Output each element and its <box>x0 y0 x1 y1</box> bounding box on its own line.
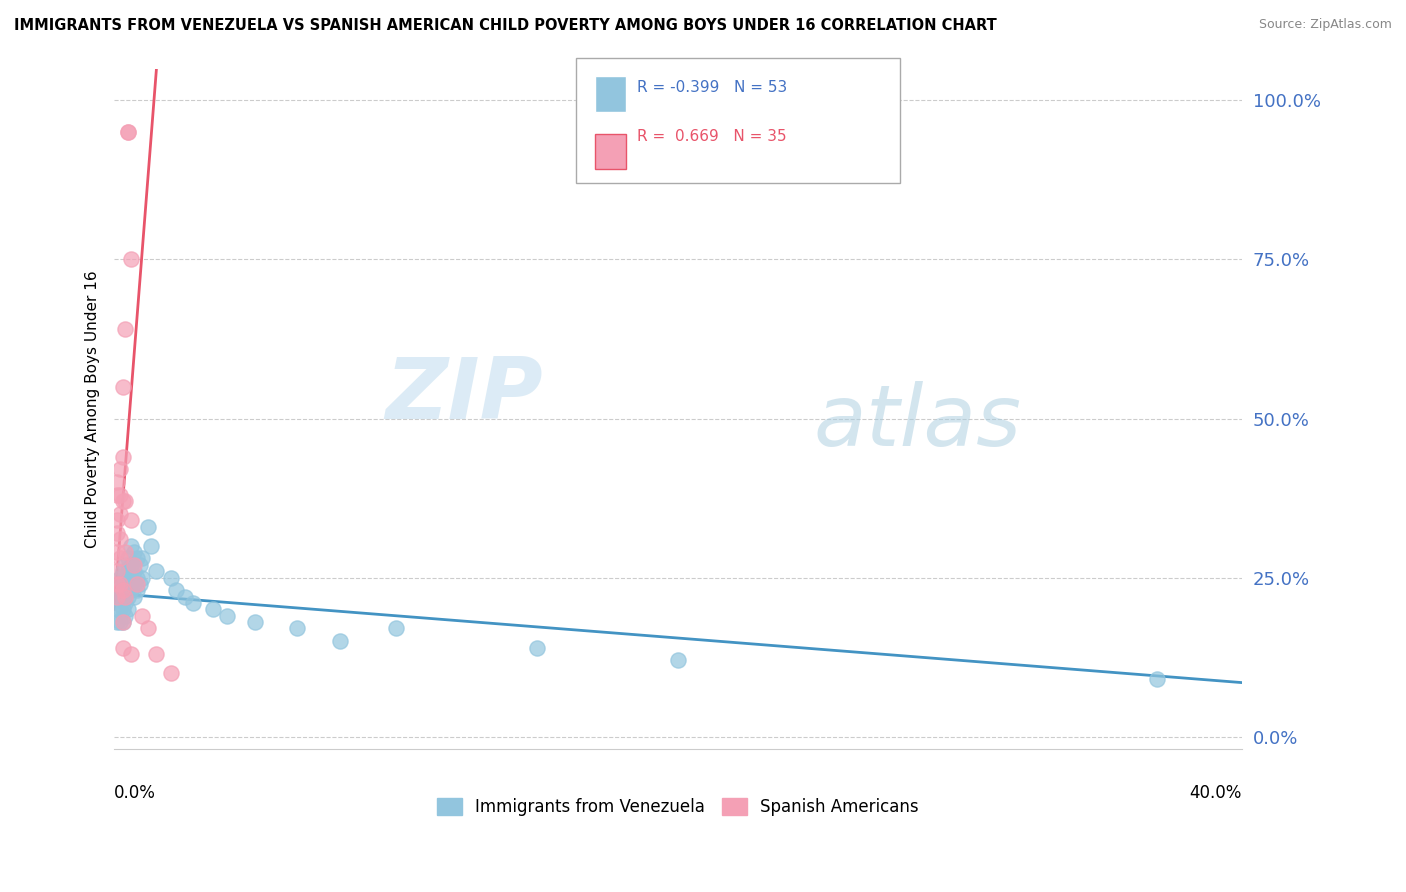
Y-axis label: Child Poverty Among Boys Under 16: Child Poverty Among Boys Under 16 <box>86 270 100 548</box>
Point <box>105 545 128 559</box>
Point <box>287 622 309 636</box>
Point <box>120 558 142 572</box>
Point <box>125 551 148 566</box>
Point <box>117 125 139 139</box>
Point <box>181 596 204 610</box>
Legend: Immigrants from Venezuela, Spanish Americans: Immigrants from Venezuela, Spanish Ameri… <box>430 791 925 822</box>
Point <box>114 596 136 610</box>
Point <box>114 545 136 559</box>
Point <box>136 519 159 533</box>
Point <box>105 590 128 604</box>
Point <box>111 583 134 598</box>
Point <box>111 602 134 616</box>
Point <box>128 558 150 572</box>
Point <box>105 475 128 490</box>
Point <box>385 622 408 636</box>
Point <box>122 577 145 591</box>
Point <box>117 590 139 604</box>
Point <box>105 615 128 629</box>
Point <box>105 590 128 604</box>
Point <box>159 571 181 585</box>
Point <box>120 252 142 267</box>
Point <box>131 551 153 566</box>
Point <box>114 583 136 598</box>
Text: Source: ZipAtlas.com: Source: ZipAtlas.com <box>1258 18 1392 31</box>
Point <box>111 494 134 508</box>
Point <box>111 615 134 629</box>
Point <box>120 513 142 527</box>
Point <box>159 666 181 681</box>
Point <box>105 577 128 591</box>
Point <box>108 533 131 547</box>
Point <box>114 558 136 572</box>
Point <box>108 577 131 591</box>
Point <box>105 564 128 578</box>
Point <box>173 590 195 604</box>
Point <box>117 564 139 578</box>
Point <box>125 571 148 585</box>
Point <box>526 640 548 655</box>
Point <box>243 615 266 629</box>
Point <box>108 615 131 629</box>
Point <box>329 634 352 648</box>
Point <box>122 590 145 604</box>
Point <box>128 577 150 591</box>
Point <box>122 545 145 559</box>
Point <box>145 564 167 578</box>
Point <box>122 564 145 578</box>
Text: 40.0%: 40.0% <box>1189 784 1241 803</box>
Point <box>105 488 128 502</box>
Point <box>111 577 134 591</box>
Point <box>666 653 689 667</box>
Point <box>108 590 131 604</box>
Point <box>165 583 187 598</box>
Point <box>114 322 136 336</box>
Point <box>105 602 128 616</box>
Point <box>120 539 142 553</box>
Point <box>111 590 134 604</box>
Text: IMMIGRANTS FROM VENEZUELA VS SPANISH AMERICAN CHILD POVERTY AMONG BOYS UNDER 16 : IMMIGRANTS FROM VENEZUELA VS SPANISH AME… <box>14 18 997 33</box>
Point <box>111 564 134 578</box>
Point <box>117 577 139 591</box>
Point <box>139 539 162 553</box>
Text: 0.0%: 0.0% <box>114 784 156 803</box>
Point <box>125 583 148 598</box>
Point <box>111 615 134 629</box>
Point <box>120 583 142 598</box>
Point <box>215 608 238 623</box>
Point <box>114 494 136 508</box>
Point <box>131 608 153 623</box>
Text: R = -0.399   N = 53: R = -0.399 N = 53 <box>637 80 787 95</box>
Point <box>136 622 159 636</box>
Point <box>122 558 145 572</box>
Point <box>120 571 142 585</box>
Point <box>108 507 131 521</box>
Point <box>114 590 136 604</box>
Point <box>111 640 134 655</box>
Point <box>108 551 131 566</box>
Text: ZIP: ZIP <box>385 354 543 437</box>
Point <box>1146 673 1168 687</box>
Point <box>201 602 224 616</box>
Text: R =  0.669   N = 35: R = 0.669 N = 35 <box>637 129 786 145</box>
Text: atlas: atlas <box>813 381 1021 464</box>
Point <box>108 571 131 585</box>
Point <box>120 647 142 661</box>
Point <box>111 380 134 394</box>
Point <box>111 450 134 464</box>
Point <box>131 571 153 585</box>
Point <box>105 513 128 527</box>
Point <box>125 577 148 591</box>
Point <box>117 602 139 616</box>
Point <box>108 602 131 616</box>
Point <box>117 551 139 566</box>
Point <box>145 647 167 661</box>
Point <box>114 571 136 585</box>
Point <box>108 462 131 476</box>
Point <box>114 608 136 623</box>
Point <box>108 488 131 502</box>
Point <box>105 526 128 541</box>
Point <box>117 125 139 139</box>
